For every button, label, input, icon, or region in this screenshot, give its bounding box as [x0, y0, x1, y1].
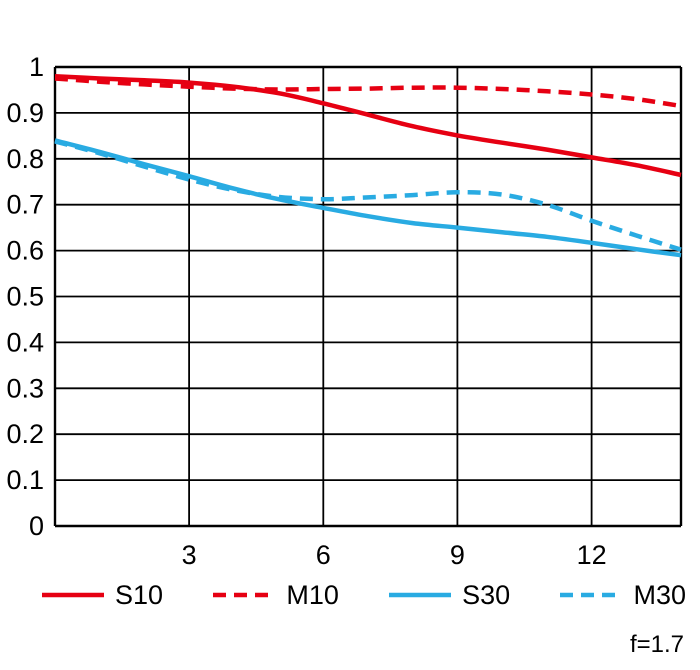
legend-label-s30: S30 [462, 579, 511, 610]
series-line-m30 [54, 139, 682, 252]
y-tick-label: 0.6 [6, 236, 44, 266]
legend-item-s30: S30 [387, 579, 511, 610]
x-tick-label: 6 [316, 540, 331, 570]
chart-legend: S10 M10 S30 M30 [40, 578, 686, 612]
series-line-s10 [54, 73, 682, 178]
y-tick-label: 0.8 [6, 144, 44, 174]
series-line-s30 [54, 138, 682, 258]
y-tick-label: 0.2 [6, 419, 44, 449]
series-line-m10 [54, 76, 682, 109]
y-tick-label: 0.3 [6, 373, 44, 403]
legend-item-s10: S10 [40, 579, 164, 610]
legend-line-sample-s10 [42, 592, 104, 598]
legend-line-sample-m30 [560, 592, 623, 598]
y-tick-label: 0.7 [6, 190, 44, 220]
legend-line-sample-m10 [213, 592, 276, 598]
legend-label-s10: S10 [115, 579, 164, 610]
y-tick-label: 0 [29, 511, 44, 541]
x-tick-label: 12 [577, 540, 607, 570]
chart-plot: 0 0.1 0.2 0.3 0.4 0.5 0.6 0.7 0.8 0.9 1 3 6 9 12 [6, 52, 683, 570]
aperture-label: f=1.7 [629, 631, 684, 658]
y-tick-label: 0.9 [6, 98, 44, 128]
legend-item-m10: M10 [211, 579, 339, 610]
x-tick-label: 9 [450, 540, 465, 570]
legend-label-m10: M10 [286, 579, 339, 610]
y-tick-label: 0.1 [6, 465, 44, 495]
x-tick-label: 3 [182, 540, 197, 570]
legend-item-m30: M30 [558, 579, 686, 610]
y-tick-label: 1 [29, 52, 44, 82]
y-tick-label: 0.5 [6, 282, 44, 312]
legend-label-m30: M30 [633, 579, 686, 610]
y-tick-label: 0.4 [6, 327, 44, 357]
legend-line-sample-s30 [389, 592, 452, 598]
